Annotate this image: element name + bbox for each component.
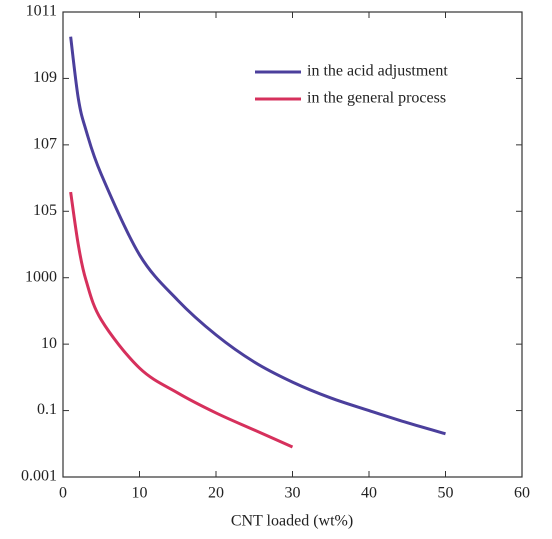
x-tick-label: 40 (361, 485, 377, 502)
y-tick-label: 0.1 (37, 401, 57, 418)
x-tick-label: 20 (208, 485, 224, 502)
y-tick-label: 105 (33, 202, 57, 219)
y-tick-label: 109 (33, 69, 57, 86)
y-tick-label: 1011 (26, 3, 57, 20)
line (69, 36, 446, 436)
plot-frame (62, 11, 523, 478)
x-axis-label: CNT loaded (wt%) (231, 513, 353, 530)
x-tick-label: 60 (514, 485, 530, 502)
legend-label: in the general process (307, 90, 446, 107)
y-tick-label: 10 (41, 335, 57, 352)
y-tick-label: 1000 (25, 268, 57, 285)
y-tick-label: 0.001 (21, 468, 57, 485)
x-tick-label: 50 (438, 485, 454, 502)
line (69, 191, 294, 449)
x-tick-label: 0 (59, 485, 67, 502)
legend-label: in the acid adjustment (307, 63, 448, 80)
x-tick-label: 30 (285, 485, 301, 502)
y-tick-label: 107 (33, 136, 57, 153)
x-tick-label: 10 (132, 485, 148, 502)
